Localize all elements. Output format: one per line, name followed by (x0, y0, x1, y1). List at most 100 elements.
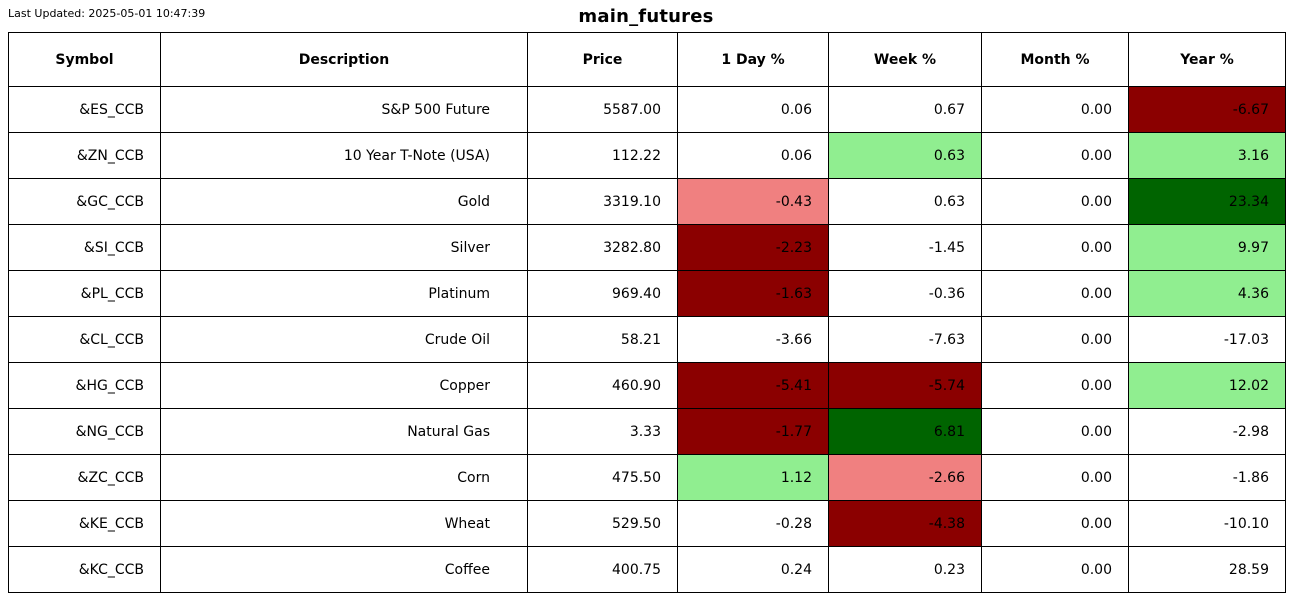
day-pct-cell: -5.41 (677, 362, 829, 409)
symbol-cell: &ES_CCB (8, 86, 161, 133)
month-pct-cell: 0.00 (981, 224, 1129, 271)
month-pct-cell: 0.00 (981, 500, 1129, 547)
day-pct-cell: -1.77 (677, 408, 829, 455)
description-cell: S&P 500 Future (160, 86, 528, 133)
year-pct-cell: 3.16 (1128, 132, 1286, 179)
price-cell: 58.21 (527, 316, 678, 363)
day-pct-cell: -0.28 (677, 500, 829, 547)
symbol-cell: &NG_CCB (8, 408, 161, 455)
futures-table-header: Symbol Description Price 1 Day % Week % … (8, 32, 1286, 87)
year-pct-cell: 4.36 (1128, 270, 1286, 317)
table-row: &GC_CCB Gold 3319.10 -0.43 0.63 0.00 23.… (8, 178, 1286, 225)
month-pct-cell: 0.00 (981, 408, 1129, 455)
week-pct-cell: -2.66 (828, 454, 982, 501)
description-cell: Platinum (160, 270, 528, 317)
page-title: main_futures (578, 6, 714, 27)
table-row: &ZN_CCB 10 Year T-Note (USA) 112.22 0.06… (8, 132, 1286, 179)
header-row: Symbol Description Price 1 Day % Week % … (8, 32, 1286, 87)
month-pct-cell: 0.00 (981, 362, 1129, 409)
week-pct-cell: -1.45 (828, 224, 982, 271)
price-cell: 400.75 (527, 546, 678, 593)
futures-table-body: &ES_CCB S&P 500 Future 5587.00 0.06 0.67… (8, 86, 1286, 593)
price-cell: 5587.00 (527, 86, 678, 133)
day-pct-cell: 1.12 (677, 454, 829, 501)
week-pct-cell: 6.81 (828, 408, 982, 455)
year-pct-cell: -10.10 (1128, 500, 1286, 547)
month-pct-cell: 0.00 (981, 178, 1129, 225)
week-pct-cell: 0.63 (828, 178, 982, 225)
table-row: &SI_CCB Silver 3282.80 -2.23 -1.45 0.00 … (8, 224, 1286, 271)
month-pct-cell: 0.00 (981, 270, 1129, 317)
price-cell: 969.40 (527, 270, 678, 317)
year-pct-cell: -1.86 (1128, 454, 1286, 501)
month-pct-cell: 0.00 (981, 86, 1129, 133)
description-cell: 10 Year T-Note (USA) (160, 132, 528, 179)
year-pct-cell: 9.97 (1128, 224, 1286, 271)
column-header-year-pct: Year % (1128, 32, 1286, 87)
description-cell: Natural Gas (160, 408, 528, 455)
year-pct-cell: 28.59 (1128, 546, 1286, 593)
table-row: &KC_CCB Coffee 400.75 0.24 0.23 0.00 28.… (8, 546, 1286, 593)
top-bar: Last Updated: 2025-05-01 10:47:39 main_f… (0, 0, 1292, 32)
description-cell: Crude Oil (160, 316, 528, 363)
week-pct-cell: -7.63 (828, 316, 982, 363)
month-pct-cell: 0.00 (981, 316, 1129, 363)
table-row: &NG_CCB Natural Gas 3.33 -1.77 6.81 0.00… (8, 408, 1286, 455)
column-header-day-pct: 1 Day % (677, 32, 829, 87)
symbol-cell: &PL_CCB (8, 270, 161, 317)
last-updated-label: Last Updated: 2025-05-01 10:47:39 (8, 7, 206, 20)
price-cell: 112.22 (527, 132, 678, 179)
description-cell: Gold (160, 178, 528, 225)
year-pct-cell: -17.03 (1128, 316, 1286, 363)
table-row: &HG_CCB Copper 460.90 -5.41 -5.74 0.00 1… (8, 362, 1286, 409)
day-pct-cell: -1.63 (677, 270, 829, 317)
day-pct-cell: 0.06 (677, 86, 829, 133)
week-pct-cell: -5.74 (828, 362, 982, 409)
year-pct-cell: 23.34 (1128, 178, 1286, 225)
symbol-cell: &GC_CCB (8, 178, 161, 225)
symbol-cell: &CL_CCB (8, 316, 161, 363)
description-cell: Copper (160, 362, 528, 409)
year-pct-cell: -6.67 (1128, 86, 1286, 133)
futures-table: Symbol Description Price 1 Day % Week % … (8, 32, 1286, 593)
week-pct-cell: 0.67 (828, 86, 982, 133)
year-pct-cell: 12.02 (1128, 362, 1286, 409)
column-header-price: Price (527, 32, 678, 87)
table-row: &PL_CCB Platinum 969.40 -1.63 -0.36 0.00… (8, 270, 1286, 317)
price-cell: 475.50 (527, 454, 678, 501)
day-pct-cell: -2.23 (677, 224, 829, 271)
week-pct-cell: -0.36 (828, 270, 982, 317)
price-cell: 3319.10 (527, 178, 678, 225)
day-pct-cell: 0.06 (677, 132, 829, 179)
description-cell: Silver (160, 224, 528, 271)
column-header-week-pct: Week % (828, 32, 982, 87)
month-pct-cell: 0.00 (981, 454, 1129, 501)
symbol-cell: &ZN_CCB (8, 132, 161, 179)
price-cell: 3282.80 (527, 224, 678, 271)
table-row: &ZC_CCB Corn 475.50 1.12 -2.66 0.00 -1.8… (8, 454, 1286, 501)
day-pct-cell: 0.24 (677, 546, 829, 593)
year-pct-cell: -2.98 (1128, 408, 1286, 455)
table-row: &ES_CCB S&P 500 Future 5587.00 0.06 0.67… (8, 86, 1286, 133)
description-cell: Corn (160, 454, 528, 501)
column-header-month-pct: Month % (981, 32, 1129, 87)
symbol-cell: &HG_CCB (8, 362, 161, 409)
symbol-cell: &SI_CCB (8, 224, 161, 271)
table-row: &KE_CCB Wheat 529.50 -0.28 -4.38 0.00 -1… (8, 500, 1286, 547)
price-cell: 460.90 (527, 362, 678, 409)
table-row: &CL_CCB Crude Oil 58.21 -3.66 -7.63 0.00… (8, 316, 1286, 363)
description-cell: Coffee (160, 546, 528, 593)
price-cell: 3.33 (527, 408, 678, 455)
day-pct-cell: -3.66 (677, 316, 829, 363)
column-header-symbol: Symbol (8, 32, 161, 87)
week-pct-cell: -4.38 (828, 500, 982, 547)
week-pct-cell: 0.63 (828, 132, 982, 179)
day-pct-cell: -0.43 (677, 178, 829, 225)
month-pct-cell: 0.00 (981, 132, 1129, 179)
month-pct-cell: 0.00 (981, 546, 1129, 593)
symbol-cell: &KC_CCB (8, 546, 161, 593)
description-cell: Wheat (160, 500, 528, 547)
symbol-cell: &KE_CCB (8, 500, 161, 547)
symbol-cell: &ZC_CCB (8, 454, 161, 501)
week-pct-cell: 0.23 (828, 546, 982, 593)
